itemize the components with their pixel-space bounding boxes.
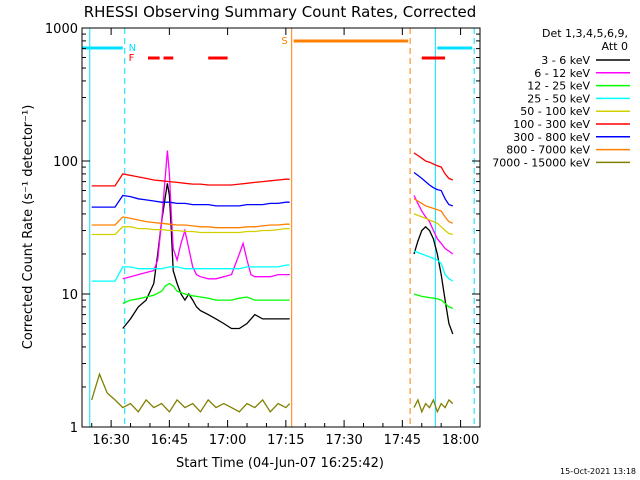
series-line-3-seg-0: [91, 264, 290, 282]
legend-label-2: 12 - 25 keV: [527, 80, 590, 93]
series-line-6-seg-0: [91, 194, 290, 208]
y-axis-label: Corrected Count Rate (s⁻¹ detector⁻¹): [21, 105, 36, 350]
series-line-2-seg-1: [413, 293, 454, 310]
x-tick-label-3: 17:15: [267, 433, 304, 448]
y-tick-label-0: 1: [70, 421, 78, 436]
legend-label-6: 300 - 800 keV: [513, 131, 590, 144]
series-line-1-seg-1: [413, 195, 454, 255]
legend-label-4: 50 - 100 keV: [520, 105, 590, 118]
legend-label-7: 800 - 7000 keV: [506, 144, 590, 157]
legend-attenuator: Att 0: [602, 40, 628, 53]
series-line-4-seg-1: [413, 213, 453, 236]
legend-label-1: 6 - 12 keV: [534, 67, 590, 80]
legend-label-0: 3 - 6 keV: [541, 54, 590, 67]
plot-frame: [81, 27, 481, 428]
legend-label-8: 7000 - 15000 keV: [492, 156, 590, 169]
series-line-8-seg-0: [91, 372, 291, 413]
y-tick-label-3: 1000: [45, 22, 78, 37]
saa-flag-label: S: [281, 36, 287, 47]
x-tick-label-4: 17:30: [325, 433, 362, 448]
x-tick-label-6: 18:00: [442, 433, 479, 448]
night-flag-label: N: [129, 43, 136, 54]
x-tick-label-0: 16:30: [92, 433, 129, 448]
legend-label-5: 100 - 300 keV: [513, 118, 590, 131]
series-line-4-seg-0: [91, 226, 290, 236]
y-tick-label-2: 100: [53, 155, 78, 170]
series-line-5-seg-1: [413, 152, 454, 181]
series-line-5-seg-0: [91, 173, 290, 187]
series-line-3-seg-1: [413, 250, 454, 282]
series-lines: [91, 150, 454, 414]
series-line-1-seg-0: [122, 150, 290, 280]
series-line-2-seg-0: [122, 282, 290, 304]
axis-ticks: 16:30 16:45 17:00 17:15 17:30 17:45 18:00 1 10 10…: [45, 22, 480, 448]
x-tick-label-1: 16:45: [151, 433, 188, 448]
y-tick-label-1: 10: [61, 288, 78, 303]
legend-label-3: 25 - 50 keV: [527, 92, 590, 105]
series-line-7-seg-1: [413, 198, 454, 224]
x-tick-label-5: 17:45: [384, 433, 421, 448]
flag-markers: S NF: [82, 28, 475, 427]
footer-timestamp: 15-Oct-2021 13:18: [560, 467, 636, 476]
x-tick-label-2: 17:00: [209, 433, 246, 448]
series-line-8-seg-1: [413, 398, 454, 414]
series-line-6-seg-1: [413, 171, 454, 207]
flare-flag-label: F: [129, 53, 135, 64]
x-axis-label: Start Time (04-Jun-07 16:25:42): [176, 456, 384, 471]
saa-gap: [291, 28, 411, 427]
legend-detectors: Det 1,3,4,5,6,9,: [542, 27, 628, 40]
series-line-7-seg-0: [91, 216, 290, 229]
series-line-0-seg-1: [413, 225, 454, 335]
chart-title: RHESSI Observing Summary Count Rates, Co…: [84, 3, 477, 21]
